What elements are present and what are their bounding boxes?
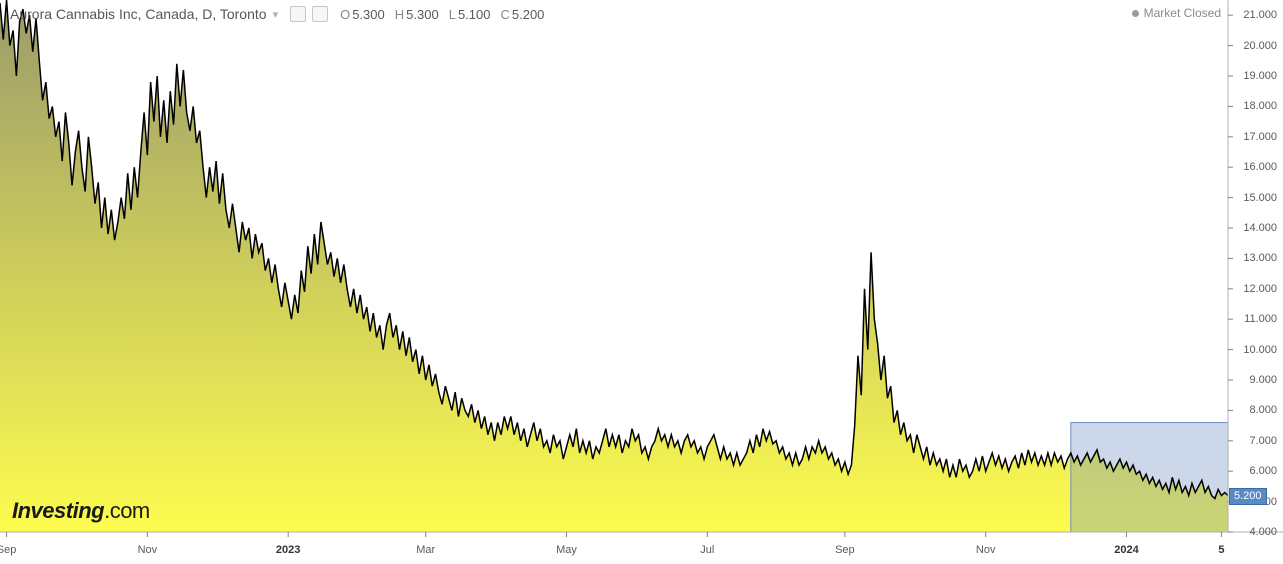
stock-chart[interactable]: Aurora Cannabis Inc, Canada, D, Toronto … (0, 0, 1283, 564)
brand-watermark: Investing.com (12, 498, 150, 524)
x-tick-label: Nov (138, 544, 158, 556)
highlight-region[interactable] (1071, 423, 1228, 532)
instrument-title[interactable]: Aurora Cannabis Inc, Canada, D, Toronto (10, 6, 267, 22)
market-status-label: Market Closed (1144, 6, 1221, 20)
y-tick-label: 15.000 (1243, 192, 1277, 204)
y-tick-label: 7.000 (1249, 435, 1277, 447)
y-tick-label: 20.000 (1243, 40, 1277, 52)
status-dot-icon (1132, 10, 1139, 17)
market-status: Market Closed (1132, 6, 1221, 20)
x-tick-label: Sep (0, 544, 16, 556)
brand-domain: .com (104, 498, 150, 523)
y-tick-label: 12.000 (1243, 283, 1277, 295)
x-tick-label: Mar (416, 544, 435, 556)
y-axis: 4.0005.0006.0007.0008.0009.00010.00011.0… (1231, 0, 1279, 564)
y-tick-label: 13.000 (1243, 252, 1277, 264)
x-tick-label: Nov (976, 544, 996, 556)
ohlc-high: 5.300 (406, 7, 439, 22)
x-axis: Sep Nov 2023 Mar May Jul Sep Nov 2024 5 (0, 538, 1283, 564)
x-tick-label: Jul (700, 544, 714, 556)
y-tick-label: 11.000 (1244, 313, 1277, 325)
ohlc-readout: O5.300 H5.300 L5.100 C5.200 (340, 7, 544, 22)
brand-name: Investing (12, 498, 104, 523)
y-tick-label: 16.000 (1243, 161, 1277, 173)
chart-header: Aurora Cannabis Inc, Canada, D, Toronto … (10, 6, 544, 22)
y-tick-label: 6.000 (1249, 465, 1277, 477)
x-tick-label: Sep (835, 544, 855, 556)
x-tick-label: 2024 (1114, 544, 1138, 556)
chevron-down-icon[interactable]: ▾ (273, 8, 279, 21)
y-tick-label: 21.000 (1243, 9, 1277, 21)
chart-canvas[interactable] (0, 0, 1283, 564)
y-tick-label: 19.000 (1243, 70, 1277, 82)
ohlc-close: 5.200 (512, 7, 545, 22)
ohlc-low: 5.100 (458, 7, 491, 22)
toggle-icon[interactable] (290, 6, 306, 22)
x-tick-label: 2023 (276, 544, 300, 556)
ohlc-open: 5.300 (352, 7, 385, 22)
y-tick-label: 14.000 (1243, 222, 1277, 234)
current-price-badge: 5.200 (1229, 488, 1267, 505)
y-tick-label: 17.000 (1243, 131, 1277, 143)
x-tick-label: May (556, 544, 577, 556)
y-tick-label: 8.000 (1249, 404, 1277, 416)
y-tick-label: 9.000 (1249, 374, 1277, 386)
x-tick-label: 5 (1218, 544, 1224, 556)
toggle-icon[interactable] (312, 6, 328, 22)
y-tick-label: 10.000 (1243, 344, 1277, 356)
y-tick-label: 4.000 (1249, 526, 1277, 538)
y-tick-label: 18.000 (1243, 100, 1277, 112)
